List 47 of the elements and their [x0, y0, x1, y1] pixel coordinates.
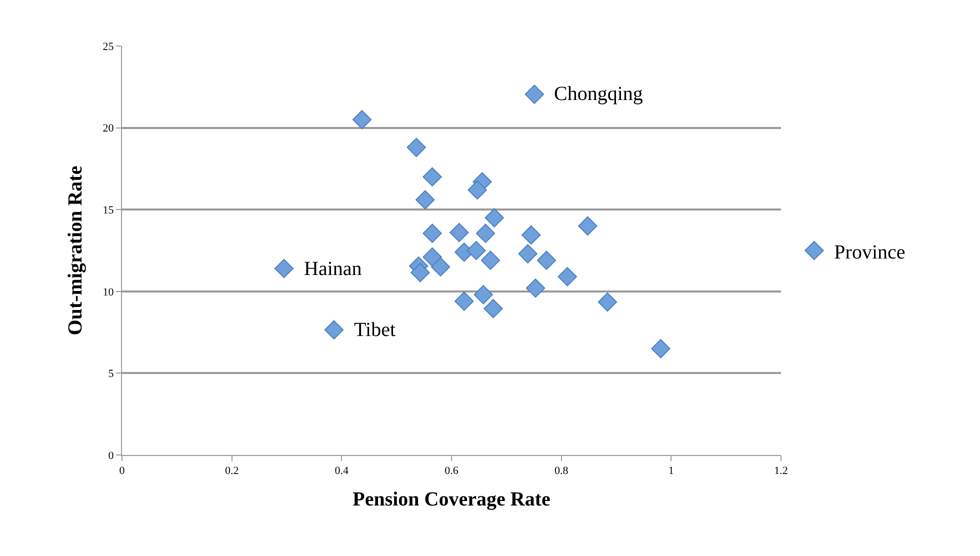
- point: [474, 285, 493, 304]
- annotation: Hainan: [304, 258, 362, 280]
- y-axis-title: Out-migration Rate: [64, 166, 86, 336]
- y-tick-label: 10: [102, 286, 114, 298]
- x-tick-label: 1: [668, 465, 674, 478]
- annotation: Chongqing: [554, 83, 643, 105]
- point: [422, 224, 442, 243]
- x-tick-label: 1.2: [774, 465, 788, 478]
- point: [526, 278, 546, 298]
- point: [352, 110, 372, 130]
- y-tick-label: 20: [102, 122, 114, 135]
- x-tick-label: 0.2: [224, 465, 239, 478]
- point: [522, 225, 541, 245]
- point: [454, 292, 474, 311]
- point: [480, 250, 500, 270]
- annotation: Tibet: [354, 319, 396, 341]
- y-tick-label: 0: [108, 450, 114, 462]
- point: [476, 224, 496, 243]
- point: [524, 84, 544, 104]
- y-tick-label: 5: [108, 368, 114, 380]
- point: [406, 138, 426, 158]
- point: [578, 216, 598, 236]
- x-axis-title: Pension Coverage Rate: [352, 488, 550, 511]
- point: [450, 222, 469, 242]
- point: [558, 267, 577, 286]
- point: [422, 167, 442, 186]
- point: [274, 258, 294, 278]
- y-tick-label: 25: [102, 40, 114, 53]
- point: [324, 320, 344, 340]
- point: [651, 339, 670, 358]
- point: [598, 292, 618, 312]
- legend-label: Province: [834, 241, 906, 264]
- point: [410, 262, 430, 282]
- x-tick-label: 0.8: [554, 465, 569, 478]
- point: [466, 240, 486, 260]
- point: [536, 250, 556, 270]
- point: [484, 208, 504, 228]
- point: [468, 180, 487, 200]
- x-tick-label: 0.6: [444, 465, 459, 478]
- point: [484, 298, 503, 318]
- point: [430, 257, 450, 276]
- x-tick-label: 0: [119, 465, 126, 478]
- point: [422, 247, 442, 267]
- y-tick-label: 15: [102, 204, 114, 216]
- point: [518, 244, 538, 264]
- point: [416, 190, 435, 210]
- x-tick-label: 0.4: [334, 465, 350, 478]
